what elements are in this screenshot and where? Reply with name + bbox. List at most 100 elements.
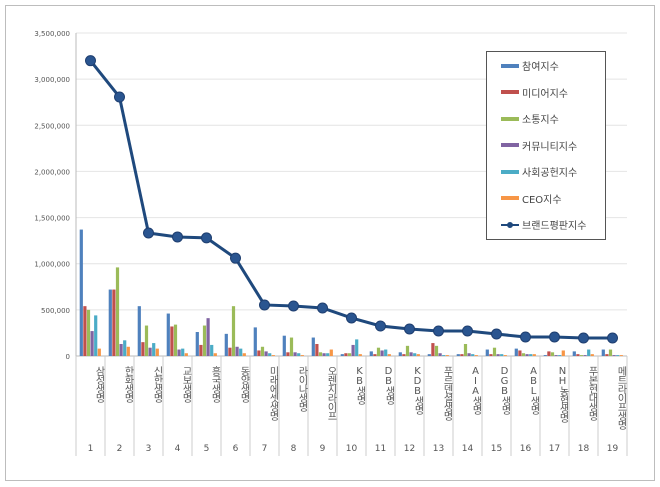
legend-item: 미디어지수 xyxy=(501,85,568,100)
rank-label: 8 xyxy=(290,444,297,454)
bar-1-10 xyxy=(340,354,344,356)
bar-1-9 xyxy=(311,337,315,356)
bar-4-10 xyxy=(351,344,355,356)
bar-5-11 xyxy=(384,349,388,356)
bar-5-6 xyxy=(239,348,243,356)
bar-6-5 xyxy=(213,353,217,356)
legend-swatch xyxy=(501,63,519,68)
category-label: KDB생명 xyxy=(412,366,423,414)
bar-3-9 xyxy=(318,352,323,356)
bar-4-16 xyxy=(525,354,529,356)
category-label: ABL생명 xyxy=(528,366,539,414)
line-point-11 xyxy=(375,320,386,332)
bar-5-3 xyxy=(152,343,156,356)
legend-swatch xyxy=(501,196,519,200)
line-point-9 xyxy=(317,302,328,314)
category-label: NH농협생명 xyxy=(557,366,568,422)
bar-5-5 xyxy=(210,344,214,356)
category-label: 푸본현대생명 xyxy=(586,366,597,420)
bar-3-15 xyxy=(492,347,497,356)
bar-3-6 xyxy=(231,306,236,356)
bar-2-16 xyxy=(518,350,522,356)
bar-4-4 xyxy=(177,349,181,356)
bar-6-6 xyxy=(242,353,246,356)
bar-4-12 xyxy=(409,352,413,356)
legend-label: 미디어지수 xyxy=(522,88,568,100)
bar-6-14 xyxy=(474,355,478,356)
line-point-6 xyxy=(230,252,241,264)
rank-label: 2 xyxy=(116,444,123,454)
bar-4-18 xyxy=(583,355,587,356)
bar-2-19 xyxy=(605,354,609,356)
category-label: AIA생명 xyxy=(470,366,481,414)
y-tick-label: 1,000,000 xyxy=(34,261,70,269)
bar-6-18 xyxy=(590,354,594,356)
y-tick-label: 3,500,000 xyxy=(34,30,70,38)
bar-2-7 xyxy=(257,350,261,356)
bar-1-13 xyxy=(427,354,431,356)
bar-3-4 xyxy=(173,324,178,356)
category-label: 오렌지라이프 xyxy=(325,366,336,420)
bar-2-4 xyxy=(170,326,174,356)
bar-5-12 xyxy=(413,353,417,356)
rank-label: 15 xyxy=(490,444,503,454)
bar-5-13 xyxy=(442,355,446,356)
legend-label: 커뮤니티지수 xyxy=(522,141,578,153)
legend-label: 브랜드평판지수 xyxy=(522,221,587,232)
bar-6-15 xyxy=(503,355,507,356)
bar-3-18 xyxy=(579,355,584,356)
bar-2-18 xyxy=(576,354,580,356)
rank-label: 16 xyxy=(519,444,532,454)
bar-2-3 xyxy=(141,342,145,356)
bar-5-7 xyxy=(268,353,272,356)
line-point-19 xyxy=(607,332,618,344)
bar-6-4 xyxy=(184,353,188,356)
bar-5-16 xyxy=(529,354,533,356)
bar-5-15 xyxy=(500,354,504,356)
bar-5-18 xyxy=(587,349,591,356)
bar-3-11 xyxy=(376,347,381,356)
bar-5-8 xyxy=(297,353,301,356)
bar-6-19 xyxy=(619,355,623,356)
bar-5-1 xyxy=(94,315,98,356)
category-label: 신한생명 xyxy=(151,366,162,402)
bar-5-14 xyxy=(471,354,475,356)
bar-1-1 xyxy=(79,229,83,356)
line-point-5 xyxy=(201,232,212,244)
bar-4-6 xyxy=(235,346,239,356)
bar-6-9 xyxy=(329,349,333,356)
bar-3-5 xyxy=(202,325,207,356)
bar-1-17 xyxy=(543,355,547,356)
category-label: 미래에셋생명 xyxy=(267,366,278,420)
bar-6-3 xyxy=(155,348,159,356)
bar-1-11 xyxy=(369,351,373,356)
rank-label: 11 xyxy=(374,444,387,454)
line-point-7 xyxy=(259,299,270,311)
bar-2-10 xyxy=(344,353,348,356)
bar-1-12 xyxy=(398,352,402,356)
bar-1-18 xyxy=(572,351,576,356)
chart-frame xyxy=(5,5,655,481)
bar-2-9 xyxy=(315,344,319,356)
legend-label: 참여지수 xyxy=(522,62,559,73)
rank-label: 17 xyxy=(548,444,561,454)
bar-4-14 xyxy=(467,353,471,356)
bar-4-13 xyxy=(438,353,442,356)
bar-6-7 xyxy=(271,355,275,356)
bar-3-3 xyxy=(144,325,149,356)
line-point-2 xyxy=(114,91,125,103)
bar-6-8 xyxy=(300,355,304,356)
bar-2-8 xyxy=(286,352,290,356)
bar-5-4 xyxy=(181,348,185,356)
category-label: 라이나생명 xyxy=(296,366,307,411)
line-point-18 xyxy=(578,332,589,344)
bar-4-9 xyxy=(322,353,326,356)
bar-6-13 xyxy=(445,355,449,356)
bar-5-17 xyxy=(558,355,562,356)
category-label: 삼성생명 xyxy=(93,366,104,402)
bar-6-16 xyxy=(532,354,536,356)
bar-3-2 xyxy=(115,267,120,356)
line-point-15 xyxy=(491,328,502,340)
y-tick-label: 2,500,000 xyxy=(34,122,70,130)
